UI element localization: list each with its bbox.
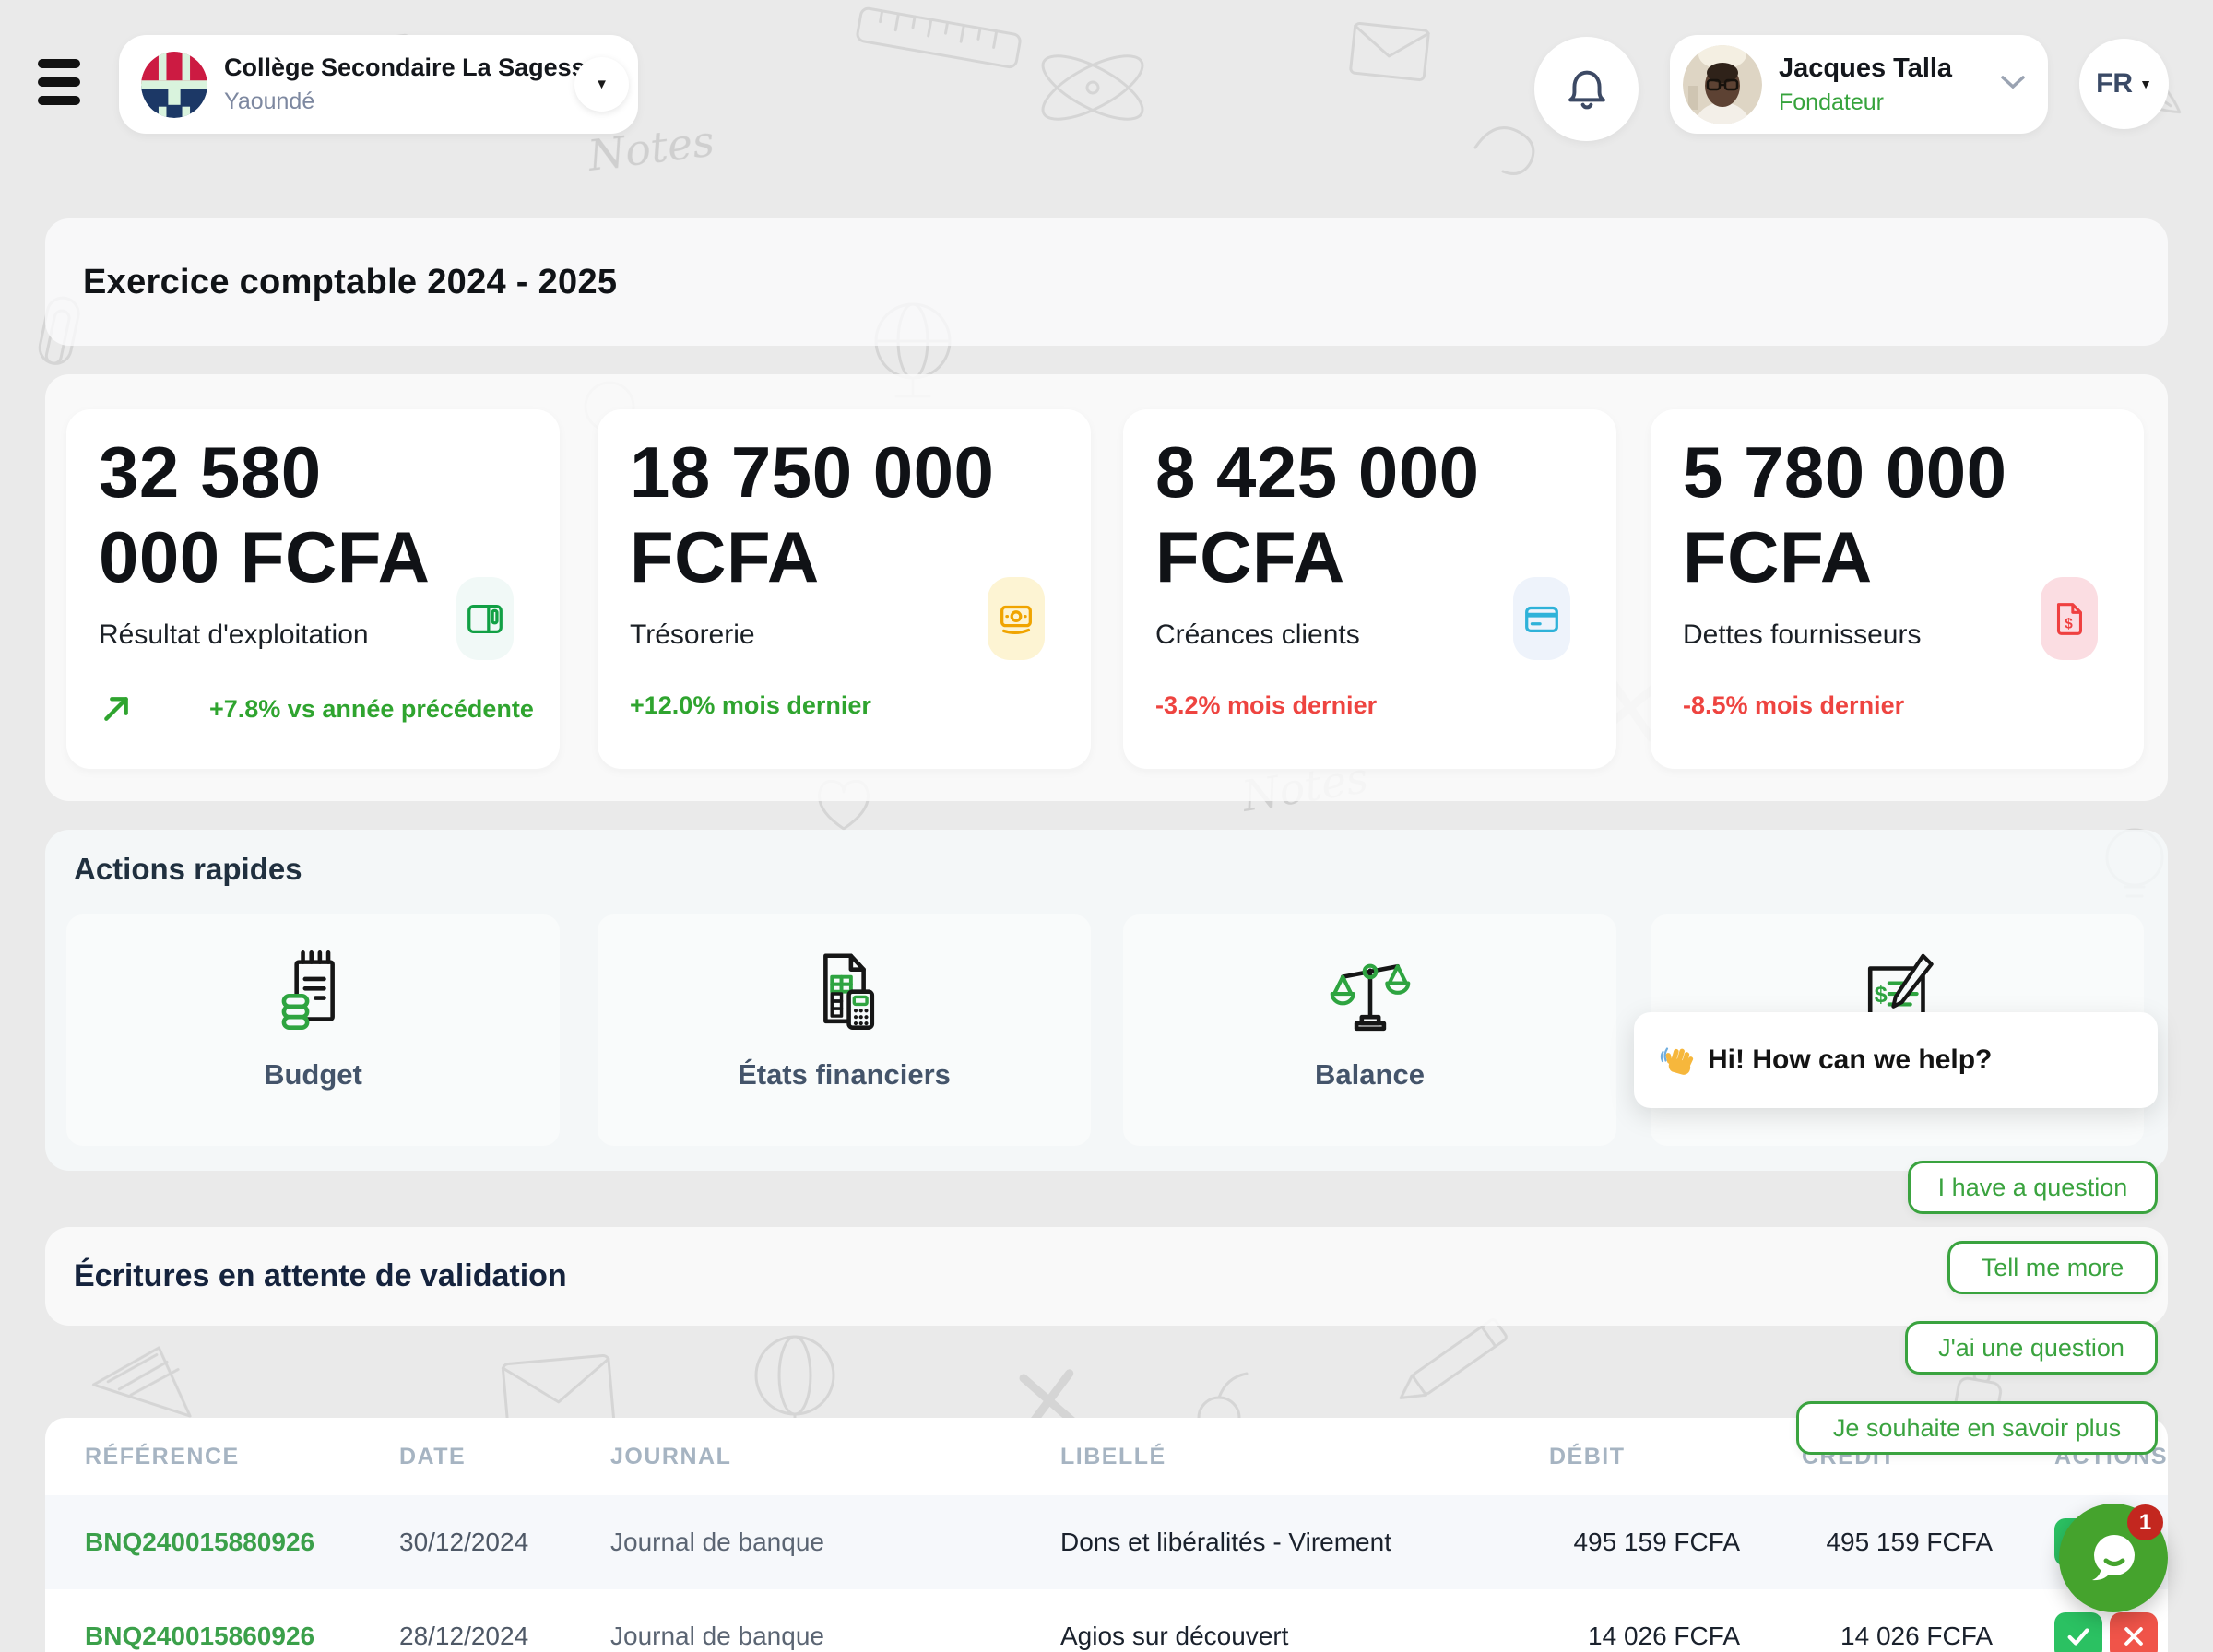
- entry-label: Agios sur découvert: [1060, 1622, 1289, 1650]
- invoice-icon: $: [2041, 577, 2098, 660]
- bell-icon: [1561, 64, 1613, 115]
- user-avatar: [1683, 44, 1762, 124]
- stat-label: Résultat d'exploitation: [99, 620, 369, 650]
- credit-card-icon: [1513, 577, 1570, 660]
- chat-unread-badge: 1: [2127, 1504, 2163, 1540]
- entry-date: 30/12/2024: [399, 1528, 529, 1556]
- close-icon: [2121, 1623, 2147, 1649]
- action-balance[interactable]: Balance: [1123, 914, 1616, 1146]
- quick-actions-title: Actions rapides: [74, 852, 302, 886]
- entry-date: 28/12/2024: [399, 1622, 529, 1650]
- entry-journal: Journal de banque: [610, 1528, 824, 1556]
- column-header-libelle: LIBELLÉ: [1060, 1443, 1166, 1469]
- table-row: BNQ240015860926 28/12/2024 Journal de ba…: [45, 1589, 2168, 1652]
- entry-debit: 495 159 FCFA: [1573, 1528, 1740, 1556]
- layout-columns-icon: [456, 577, 514, 660]
- entry-credit: 14 026 FCFA: [1840, 1622, 1993, 1650]
- svg-text:$: $: [2065, 617, 2073, 632]
- stat-label: Créances clients: [1155, 620, 1360, 650]
- menu-hamburger-button[interactable]: [38, 59, 80, 105]
- school-city: Yaoundé: [224, 88, 315, 114]
- chat-greeting-text: Hi! How can we help?: [1708, 1044, 1993, 1075]
- table-row: BNQ240015880926 30/12/2024 Journal de ba…: [45, 1495, 2168, 1589]
- quick-actions-section: Actions rapides Budget: [45, 830, 2168, 1171]
- stat-trend: -3.2% mois dernier: [1155, 691, 1378, 719]
- language-selector[interactable]: FR ▼: [2079, 39, 2169, 129]
- school-logo: [141, 51, 207, 118]
- stat-card-creances: 8 425 000 FCFA Créances clients -3.2% moi…: [1123, 409, 1616, 769]
- chevron-down-icon: [2000, 74, 2026, 90]
- entry-credit: 495 159 FCFA: [1826, 1528, 1993, 1556]
- user-name: Jacques Talla: [1779, 53, 1953, 84]
- chat-reply-button[interactable]: Je souhaite en savoir plus: [1796, 1401, 2158, 1455]
- stat-amount: 8 425 000 FCFA: [1155, 431, 1480, 597]
- stat-trend: +12.0% mois dernier: [630, 691, 871, 719]
- balance-scale-icon: [1320, 942, 1421, 1045]
- check-icon: [2065, 1622, 2092, 1650]
- entry-reference-link[interactable]: BNQ240015880926: [85, 1528, 315, 1556]
- chat-reply-button[interactable]: J'ai une question: [1905, 1321, 2158, 1375]
- caret-down-icon: ▼: [2139, 77, 2152, 91]
- stat-card-resultat: 32 580 000 FCFA Résultat d'exploitation +…: [66, 409, 560, 769]
- notifications-button[interactable]: [1534, 37, 1639, 141]
- column-header-reference: RÉFÉRENCE: [85, 1443, 240, 1469]
- hamburger-bar: [38, 96, 80, 105]
- stat-trend: -8.5% mois dernier: [1683, 691, 1905, 719]
- hamburger-bar: [38, 77, 80, 87]
- chat-greeting-bubble[interactable]: Hi! How can we help?: [1634, 1012, 2158, 1108]
- hamburger-bar: [38, 59, 80, 68]
- reject-entry-button[interactable]: [2110, 1612, 2158, 1652]
- action-label: Budget: [264, 1058, 362, 1091]
- stat-card-dettes: 5 780 000 FCFA $ Dettes fournisseurs -8.5…: [1651, 409, 2144, 769]
- column-header-debit: DÉBIT: [1549, 1443, 1626, 1469]
- chat-bubble-icon: [2083, 1528, 2144, 1588]
- stat-amount: 18 750 000 FCFA: [630, 431, 995, 597]
- pending-entries-title: Écritures en attente de validation: [74, 1258, 567, 1293]
- pending-entries-banner: Écritures en attente de validation: [45, 1227, 2168, 1326]
- school-dropdown-button[interactable]: ▼: [574, 57, 629, 112]
- fiscal-year-banner: Exercice comptable 2024 - 2025: [45, 218, 2168, 346]
- stat-trend: +7.8% vs année précédente: [99, 691, 534, 726]
- action-label: États financiers: [738, 1058, 951, 1091]
- stat-label: Trésorerie: [630, 620, 755, 650]
- stat-card-tresorerie: 18 750 000 FCFA Trésorerie +12.0% mois de…: [598, 409, 1091, 769]
- school-name: Collège Secondaire La Sagesse: [224, 53, 599, 81]
- svg-text:$: $: [1874, 982, 1887, 1008]
- wave-icon: [1658, 1042, 1695, 1079]
- user-menu[interactable]: Jacques Talla Fondateur: [1670, 35, 2048, 134]
- language-code: FR: [2096, 68, 2134, 99]
- user-role: Fondateur: [1779, 88, 1884, 115]
- chat-reply-button[interactable]: I have a question: [1908, 1161, 2158, 1214]
- entry-debit: 14 026 FCFA: [1588, 1622, 1740, 1650]
- page-title: Exercice comptable 2024 - 2025: [83, 262, 618, 301]
- banknote-icon: [988, 577, 1045, 660]
- approve-entry-button[interactable]: [2054, 1612, 2102, 1652]
- column-header-date: DATE: [399, 1443, 467, 1469]
- entry-reference-link[interactable]: BNQ240015860926: [85, 1622, 315, 1650]
- action-budget[interactable]: Budget: [66, 914, 560, 1146]
- budget-notepad-icon: [263, 942, 364, 1045]
- column-header-journal: JOURNAL: [610, 1443, 732, 1469]
- stat-amount: 32 580 000 FCFA: [99, 431, 431, 597]
- action-etats-financiers[interactable]: États financiers: [598, 914, 1091, 1146]
- stat-label: Dettes fournisseurs: [1683, 620, 1922, 650]
- arrow-up-right-icon: [99, 691, 134, 726]
- entry-label: Dons et libéralités - Virement: [1060, 1528, 1391, 1556]
- school-selector[interactable]: Collège Secondaire La Sagesse Yaoundé ▼: [119, 35, 638, 134]
- stat-amount: 5 780 000 FCFA: [1683, 431, 2007, 597]
- financial-statements-icon: [794, 942, 895, 1045]
- action-label: Balance: [1315, 1058, 1425, 1091]
- entry-journal: Journal de banque: [610, 1622, 824, 1650]
- chat-reply-button[interactable]: Tell me more: [1947, 1241, 2158, 1294]
- caret-down-icon: ▼: [595, 77, 609, 92]
